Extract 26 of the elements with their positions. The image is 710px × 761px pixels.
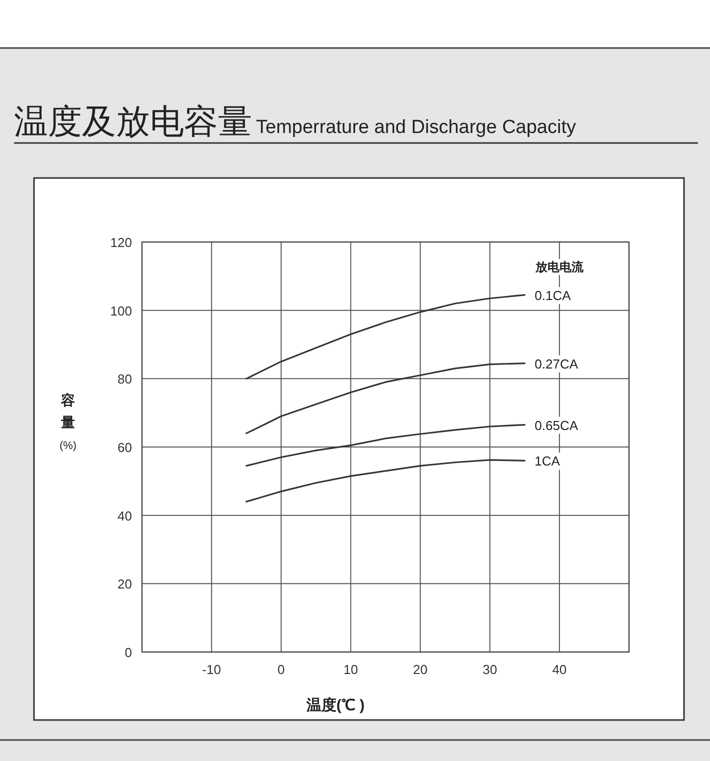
- line-series: [246, 294, 526, 380]
- y-tick-label: 40: [118, 508, 132, 524]
- y-tick-label: 60: [118, 440, 132, 455]
- line-series: [246, 424, 526, 467]
- line-series: [246, 459, 526, 502]
- y-tick-label: 0: [124, 645, 132, 660]
- y-tick-label: 80: [118, 372, 132, 387]
- y-tick-label: 120: [110, 235, 132, 250]
- x-tick-label: -10: [202, 662, 221, 677]
- x-tick-label: 40: [552, 662, 567, 677]
- series-label: 0.27CA: [534, 356, 578, 372]
- series-label: 0.65CA: [534, 418, 578, 433]
- line-series: [246, 362, 526, 434]
- ylabel: 容量(%): [59, 392, 77, 452]
- legend-title: 放电电流: [534, 260, 584, 274]
- x-tick-label: 30: [482, 662, 498, 677]
- chart-subtitle: Temperrature and Discharge Capacity: [256, 117, 576, 138]
- x-tick-label: 0: [278, 662, 285, 677]
- x-tick-label: 10: [343, 662, 358, 677]
- x-axis-title: 温度(℃ ): [305, 696, 365, 714]
- chart-title: 温度及放电容量: [14, 103, 252, 141]
- series-label: 0.1CA: [534, 288, 572, 303]
- y-tick-label: 20: [118, 576, 132, 592]
- y-tick-label: 100: [110, 303, 132, 318]
- x-tick-label: 20: [413, 662, 428, 677]
- series-label: 1CA: [534, 454, 560, 469]
